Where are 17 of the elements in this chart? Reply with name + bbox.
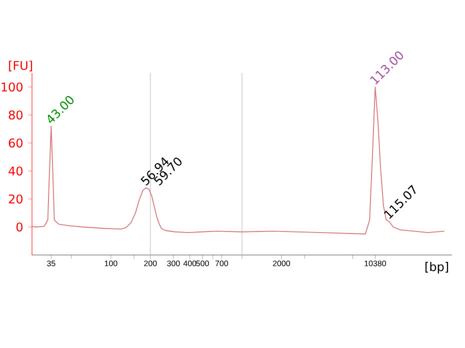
x-tick-label: 35 bbox=[47, 260, 56, 266]
y-tick-label: 80 bbox=[8, 110, 22, 120]
x-tick-label: 700 bbox=[215, 260, 228, 266]
x-tick-label: 400 bbox=[183, 260, 196, 266]
x-tick-label: 2000 bbox=[272, 260, 290, 266]
x-tick-label: 500 bbox=[196, 260, 209, 266]
x-tick-label: 10380 bbox=[364, 260, 386, 266]
y-tick-label: 0 bbox=[16, 222, 23, 232]
y-tick-label: 20 bbox=[8, 194, 22, 204]
x-tick-label: 200 bbox=[144, 260, 157, 266]
y-axis-title: [FU] bbox=[9, 60, 32, 72]
y-tick-label: 60 bbox=[8, 138, 22, 148]
x-tick-label: 100 bbox=[104, 260, 118, 266]
x-axis-title: [bp] bbox=[425, 262, 448, 274]
y-tick-label: 40 bbox=[8, 166, 22, 176]
y-tick-label: 100 bbox=[2, 82, 22, 92]
x-tick-label: 300 bbox=[167, 260, 180, 266]
